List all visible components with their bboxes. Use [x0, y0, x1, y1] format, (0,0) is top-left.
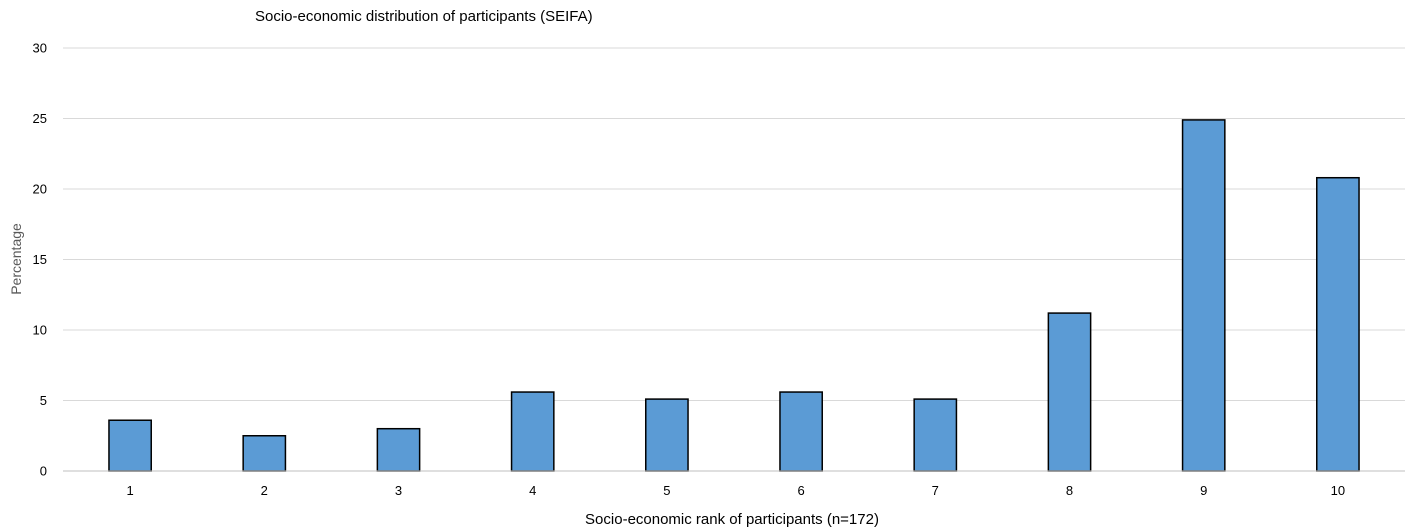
bar-9 — [1181, 119, 1226, 472]
y-tick-label: 20 — [33, 182, 47, 197]
y-axis-ticks: 0 5 10 15 20 25 30 — [33, 41, 47, 479]
x-tick-label: 9 — [1200, 483, 1207, 498]
x-tick-label: 10 — [1331, 483, 1345, 498]
bar-7 — [913, 398, 958, 472]
bar-1 — [108, 419, 152, 472]
x-tick-label: 2 — [261, 483, 268, 498]
bar-10 — [1316, 176, 1360, 472]
y-tick-label: 5 — [40, 393, 47, 408]
bar-2 — [242, 435, 287, 472]
x-tick-label: 4 — [529, 483, 536, 498]
x-tick-label: 5 — [663, 483, 670, 498]
y-tick-label: 30 — [33, 41, 47, 56]
y-tick-label: 0 — [40, 464, 47, 479]
y-tick-label: 10 — [33, 323, 47, 338]
x-tick-label: 7 — [932, 483, 939, 498]
y-axis-label: Percentage — [8, 223, 24, 295]
x-axis-ticks: 1 2 3 4 5 6 7 8 9 10 — [126, 483, 1345, 498]
bar-5 — [645, 398, 689, 472]
y-tick-label: 25 — [33, 111, 47, 126]
gridlines — [63, 47, 1405, 401]
x-tick-label: 1 — [126, 483, 133, 498]
x-tick-label: 6 — [797, 483, 804, 498]
x-tick-label: 8 — [1066, 483, 1073, 498]
x-axis-label: Socio-economic rank of participants (n=1… — [585, 511, 879, 528]
x-tick-label: 3 — [395, 483, 402, 498]
bars — [108, 119, 1360, 472]
chart-title: Socio-economic distribution of participa… — [255, 8, 593, 25]
bar-3 — [376, 427, 421, 472]
bar-8 — [1047, 312, 1092, 472]
bar-4 — [510, 391, 555, 472]
y-tick-label: 15 — [33, 252, 47, 267]
bar-6 — [779, 391, 823, 472]
